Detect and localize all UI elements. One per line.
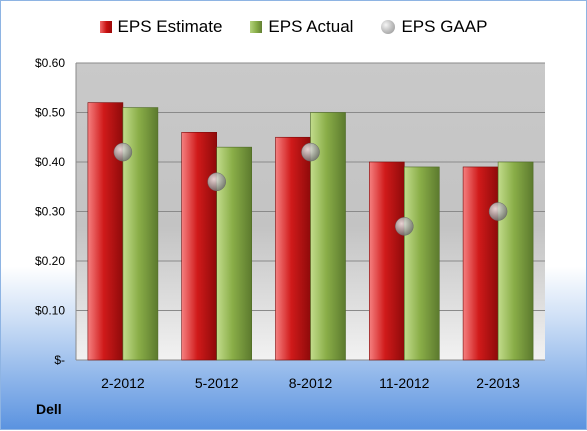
bar-eps-actual — [497, 161, 534, 361]
x-tick-label: 5-2012 — [195, 375, 239, 391]
bar-eps-estimate — [87, 102, 124, 361]
bar-eps-estimate — [275, 136, 311, 361]
legend: EPS Estimate EPS Actual EPS GAAP — [1, 17, 586, 37]
x-tick-label: 2-2013 — [476, 375, 520, 391]
company-label: Dell — [36, 401, 62, 417]
x-tick-label: 11-2012 — [379, 375, 430, 391]
point-eps-gaap — [207, 172, 226, 192]
point-eps-gaap — [395, 217, 414, 236]
y-tick-label: $- — [54, 353, 65, 367]
y-tick-label: $0.20 — [35, 254, 65, 268]
legend-label-estimate: EPS Estimate — [117, 17, 223, 36]
legend-label-actual: EPS Actual — [268, 17, 354, 36]
y-tick-label: $0.40 — [35, 155, 65, 169]
bar-eps-actual — [122, 107, 159, 361]
legend-item-actual: EPS Actual — [250, 17, 353, 37]
x-tick-label: 2-2012 — [101, 375, 145, 391]
legend-item-gaap: EPS GAAP — [381, 17, 487, 37]
legend-item-estimate: EPS Estimate — [99, 17, 223, 37]
y-tick-label: $0.30 — [35, 205, 65, 219]
legend-label-gaap: EPS GAAP — [401, 17, 488, 36]
point-eps-gaap — [113, 142, 133, 162]
bar-eps-estimate — [368, 161, 405, 361]
y-tick-label: $0.50 — [35, 106, 65, 120]
bar-eps-actual — [403, 166, 440, 361]
point-eps-gaap — [488, 202, 508, 221]
bar-eps-estimate — [181, 132, 217, 361]
y-tick-label: $0.60 — [35, 56, 65, 70]
legend-swatch-estimate — [99, 21, 112, 33]
x-tick-label: 8-2012 — [289, 375, 333, 391]
bar-eps-estimate — [462, 166, 499, 361]
point-eps-gaap — [301, 142, 320, 162]
y-tick-label: $0.10 — [35, 304, 65, 318]
legend-swatch-gaap — [381, 20, 396, 34]
legend-swatch-actual — [250, 21, 263, 33]
